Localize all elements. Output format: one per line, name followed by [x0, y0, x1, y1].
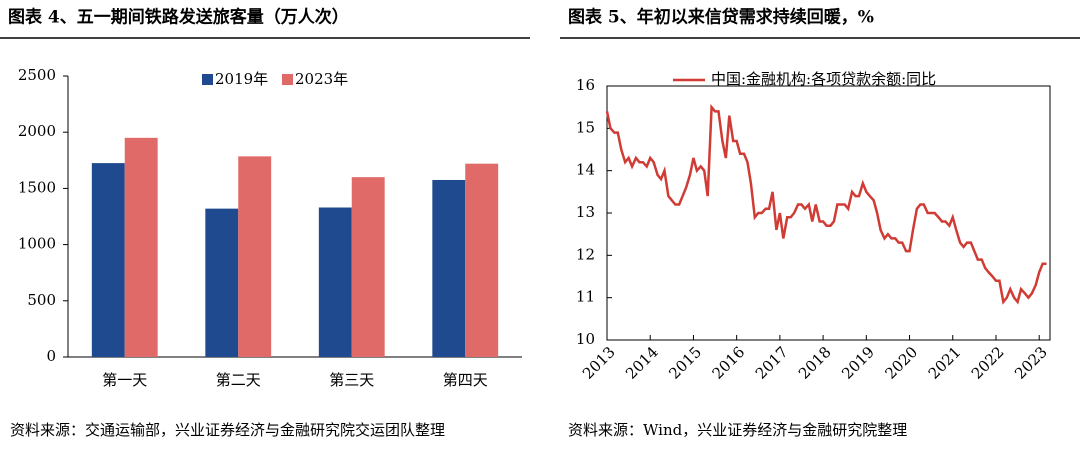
x-tick-label: 2018 — [795, 343, 835, 383]
x-tick-label: 2016 — [709, 343, 749, 383]
x-tick-label: 第三天 — [329, 371, 374, 389]
y-tick-label: 2000 — [18, 122, 56, 140]
x-tick-label: 2023 — [1011, 343, 1051, 383]
x-tick-label: 2021 — [925, 343, 965, 383]
legend-swatch — [282, 74, 293, 85]
bar — [91, 163, 125, 357]
y-tick-label: 1000 — [18, 235, 56, 253]
y-tick-label: 10 — [576, 330, 595, 348]
bar — [238, 156, 272, 357]
legend-swatch — [202, 74, 213, 85]
legend-label: 中国:金融机构:各项贷款余额:同比 — [711, 70, 936, 88]
x-tick-label: 2014 — [622, 343, 662, 383]
x-tick-label: 第二天 — [216, 371, 261, 389]
y-tick-label: 16 — [576, 76, 595, 94]
legend-label: 2019年 — [215, 70, 268, 88]
plot-frame — [606, 85, 1051, 341]
y-tick-label: 500 — [27, 291, 56, 309]
x-tick-label: 第四天 — [443, 371, 488, 389]
bar — [432, 179, 466, 357]
line-series — [605, 103, 1047, 305]
y-tick-label: 11 — [576, 288, 595, 306]
bar — [124, 137, 158, 357]
bar — [465, 163, 499, 357]
x-tick-label: 2022 — [968, 343, 1008, 383]
bar — [205, 208, 239, 357]
x-tick-label: 2015 — [665, 343, 705, 383]
x-tick-label: 2019 — [838, 343, 878, 383]
chart-title: 图表 4、五一期间铁路发送旅客量（万人次） — [8, 7, 349, 28]
bar — [351, 177, 385, 357]
x-tick-label: 2013 — [579, 343, 619, 383]
x-tick-label: 2017 — [752, 343, 792, 383]
y-tick-label: 12 — [576, 245, 595, 263]
y-tick-label: 1500 — [18, 178, 56, 196]
x-tick-label: 第一天 — [102, 371, 147, 389]
source-note: 资料来源：交通运输部，兴业证券经济与金融研究院交运团队整理 — [10, 421, 446, 439]
legend-label: 2023年 — [295, 70, 348, 88]
bar — [318, 207, 352, 357]
y-tick-label: 14 — [576, 161, 595, 179]
x-tick-label: 2020 — [881, 343, 921, 383]
y-tick-label: 0 — [46, 347, 56, 365]
y-tick-label: 2500 — [18, 66, 56, 84]
source-note: 资料来源：Wind，兴业证券经济与金融研究院整理 — [568, 421, 908, 439]
y-tick-label: 13 — [576, 203, 595, 221]
y-tick-label: 15 — [576, 118, 595, 136]
chart-title: 图表 5、年初以来信贷需求持续回暖，% — [568, 7, 874, 28]
